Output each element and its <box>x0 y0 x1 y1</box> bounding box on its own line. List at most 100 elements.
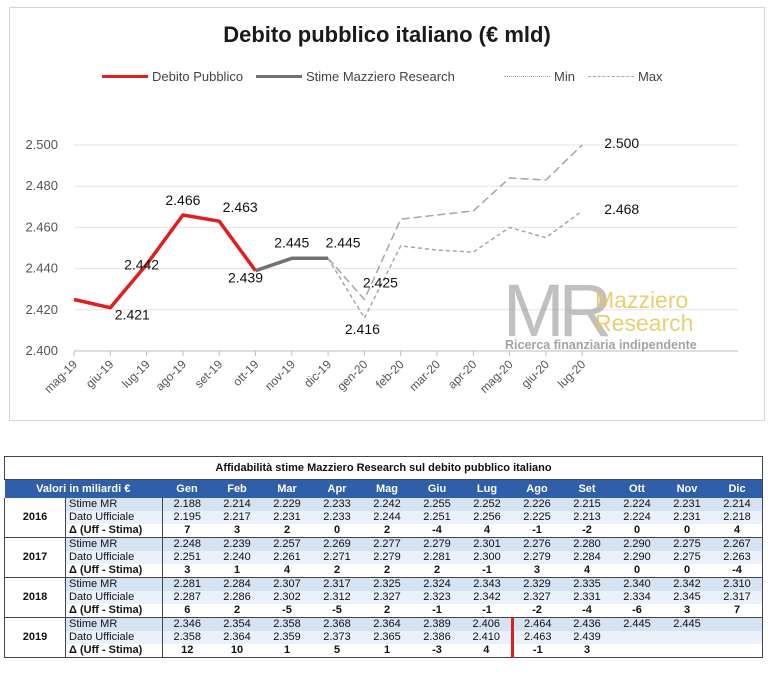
table-cell: 2.436 <box>562 617 612 631</box>
table-cell: 2.324 <box>412 577 462 591</box>
month-header: Gen <box>162 479 212 498</box>
table-cell: -1 <box>462 604 512 618</box>
table-cell: -5 <box>262 604 312 618</box>
x-tick-label: lug-20 <box>555 357 589 391</box>
month-header: Lug <box>462 479 512 498</box>
table-cell: 2.277 <box>362 537 412 551</box>
row-label: Δ (Uff - Stima) <box>65 564 163 578</box>
table-cell: -6 <box>612 604 662 618</box>
table-cell: 2.231 <box>662 498 712 511</box>
table-cell: 2.327 <box>362 591 412 604</box>
series-line-stime-mazziero-research <box>254 256 329 273</box>
logo-tagline: Ricerca finanziaria indipendente <box>505 338 697 352</box>
data-label: 2.466 <box>165 192 200 208</box>
table-cell: 2.342 <box>662 577 712 591</box>
table-cell <box>612 644 662 658</box>
table-cell: 2.439 <box>562 631 612 644</box>
x-tick-label: mag-19 <box>41 357 80 396</box>
x-tick-label: mar-20 <box>406 357 443 394</box>
table-cell: 2.323 <box>412 591 462 604</box>
table-cell: 4 <box>262 564 312 578</box>
legend-item: Debito Pubblico <box>102 69 243 84</box>
table-cell: 2.290 <box>612 537 662 551</box>
table-cell: 2 <box>362 604 412 618</box>
table-row: Dato Ufficiale 2.195 2.217 2.231 2.233 2.244 2… <box>5 511 763 524</box>
table-cell <box>712 617 763 631</box>
table-cell: 2.279 <box>512 551 562 564</box>
table-cell: 0 <box>612 524 662 538</box>
data-label: 2.445 <box>274 234 309 250</box>
table-cell: 4 <box>462 524 512 538</box>
table-cell: 2.312 <box>312 591 362 604</box>
table-cell: 2.242 <box>362 498 412 511</box>
table-cell: 2.279 <box>362 551 412 564</box>
row-label: Δ (Uff - Stima) <box>65 604 163 618</box>
table-cell: 2.364 <box>362 617 412 631</box>
year-label: 2019 <box>4 617 66 658</box>
table-cell: 2.261 <box>262 551 312 564</box>
data-label: 2.442 <box>124 256 159 272</box>
table-cell: 2.334 <box>612 591 662 604</box>
table-cell: 3 <box>212 524 262 538</box>
table-cell: 2.325 <box>362 577 412 591</box>
table-cell: 2.365 <box>362 631 412 644</box>
table-cell: 2 <box>362 524 412 538</box>
table-cell: 2.271 <box>312 551 362 564</box>
table-cell: 2.195 <box>162 511 212 524</box>
table-cell: 0 <box>662 564 712 578</box>
table-row: 2019 Stime MR 2.346 2.354 2.358 2.368 2.364 2.3… <box>4 617 763 658</box>
x-tick-label: set-19 <box>192 357 226 391</box>
table-cell: 2.364 <box>212 631 262 644</box>
table-cell: 2.257 <box>262 537 312 551</box>
year-label: 2018 <box>4 577 66 618</box>
row-label: Dato Ufficiale <box>65 511 163 524</box>
table-cell: 2.343 <box>462 577 512 591</box>
legend-label: Min <box>554 69 575 84</box>
table-cell: 2.335 <box>562 577 612 591</box>
x-tick-label: giu-20 <box>519 357 553 391</box>
legend-item: Min <box>504 69 575 84</box>
table-cell <box>662 644 712 658</box>
table-cell: 2.229 <box>262 498 312 511</box>
table-cell: 2.463 <box>510 631 562 644</box>
table-cell: 1 <box>212 564 262 578</box>
year-label: 2016 <box>4 498 66 538</box>
table-cell <box>712 644 763 658</box>
table-cell: 2.406 <box>462 617 512 631</box>
legend-swatch <box>504 76 550 77</box>
month-header: Ago <box>512 479 562 498</box>
table-cell: 2 <box>212 604 262 618</box>
table-row: Δ (Uff - Stima) 3 1 4 2 2 2 -1 3 4 0 0 -4 <box>5 564 763 578</box>
x-tick-label: lug-19 <box>119 357 153 391</box>
table-cell: 2 <box>362 564 412 578</box>
table-cell: 0 <box>662 524 712 538</box>
chart-title: Debito pubblico italiano (€ mld) <box>223 22 551 47</box>
legend-label: Stime Mazziero Research <box>306 69 455 84</box>
table-cell: 2.358 <box>162 631 212 644</box>
table-row: Dato Ufficiale 2.287 2.286 2.302 2.312 2.327 2… <box>5 591 763 604</box>
data-label: 2.500 <box>604 135 639 151</box>
table-cell: 2.217 <box>212 511 262 524</box>
table-cell: 3 <box>162 564 212 578</box>
table-cell <box>612 631 662 644</box>
table-cell: 2.302 <box>262 591 312 604</box>
table-row: Dato Ufficiale 2.358 2.364 2.359 2.373 2.365 2… <box>5 631 763 644</box>
row-label: Dato Ufficiale <box>65 551 163 564</box>
table-cell: 2.226 <box>512 498 562 511</box>
y-tick-label: 2.480 <box>25 178 58 193</box>
x-tick-label: mag-20 <box>477 357 516 396</box>
table-cell: 6 <box>162 604 212 618</box>
table-cell: 4 <box>462 644 512 658</box>
data-label: 2.445 <box>326 234 361 250</box>
chart-panel: Debito pubblico italiano (€ mld) Debito … <box>9 7 765 421</box>
year-label: 2017 <box>4 537 66 578</box>
table-cell: 2.224 <box>612 511 662 524</box>
table-cell: 2.327 <box>512 591 562 604</box>
table-cell: 2.275 <box>662 551 712 564</box>
table-cell: 2.287 <box>162 591 212 604</box>
table-cell: 2.331 <box>562 591 612 604</box>
table-cell: 2.373 <box>312 631 362 644</box>
table-cell: 2.301 <box>462 537 512 551</box>
table-cell: 2.342 <box>462 591 512 604</box>
table-cell: 2.214 <box>712 498 763 511</box>
